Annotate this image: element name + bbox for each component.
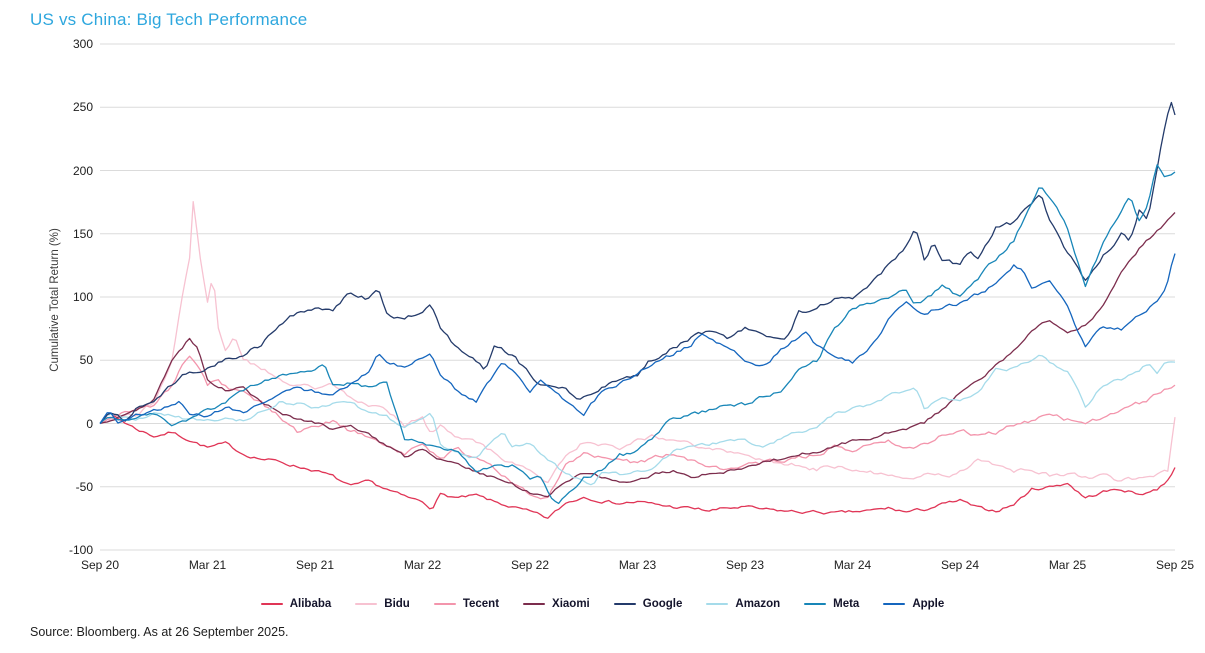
series-line-apple xyxy=(99,253,1176,424)
x-tick-label: Sep 20 xyxy=(80,558,120,572)
series-line-xiaomi xyxy=(99,212,1176,498)
legend-item-tecent: Tecent xyxy=(433,598,500,610)
series-line-meta xyxy=(99,164,1176,505)
y-tick-label: 200 xyxy=(72,163,93,178)
legend-label: Google xyxy=(642,598,683,610)
legend-swatch-amazon xyxy=(706,602,729,606)
legend-item-meta: Meta xyxy=(804,598,859,610)
y-tick-label: 150 xyxy=(72,226,93,241)
legend-item-bidu: Bidu xyxy=(355,598,410,610)
y-tick-label: -50 xyxy=(75,479,93,494)
x-tick-label: Sep 25 xyxy=(1155,558,1195,572)
source-note: Source: Bloomberg. As at 26 September 20… xyxy=(30,625,289,639)
legend-item-google: Google xyxy=(613,598,683,610)
chart-title: US vs China: Big Tech Performance xyxy=(30,10,308,29)
legend-label: Amazon xyxy=(735,598,781,610)
x-tick-label: Mar 21 xyxy=(188,558,227,572)
x-tick-label: Sep 22 xyxy=(510,558,550,572)
legend-label: Bidu xyxy=(384,598,410,610)
legend-item-amazon: Amazon xyxy=(706,598,780,610)
y-tick-label: 300 xyxy=(72,37,93,51)
series-line-google xyxy=(99,101,1176,424)
x-tick-label: Mar 22 xyxy=(403,558,442,572)
legend-label: Tecent xyxy=(462,598,500,610)
legend-swatch-bidu xyxy=(355,602,378,606)
legend-swatch-alibaba xyxy=(260,602,283,606)
series-line-alibaba xyxy=(99,413,1176,519)
legend-item-apple: Apple xyxy=(883,598,944,610)
chart-legend: Alibaba Bidu Tecent Xiaomi Google Amazon Meta A… xyxy=(0,598,1205,610)
legend-swatch-tecent xyxy=(433,602,456,606)
legend-swatch-google xyxy=(613,602,636,606)
legend-label: Alibaba xyxy=(289,598,332,610)
legend-swatch-xiaomi xyxy=(523,602,546,606)
legend-item-alibaba: Alibaba xyxy=(260,598,332,610)
legend-item-xiaomi: Xiaomi xyxy=(523,598,590,610)
y-tick-label: 100 xyxy=(72,290,93,304)
legend-label: Xiaomi xyxy=(552,598,590,610)
x-tick-label: Mar 25 xyxy=(1048,558,1087,572)
y-tick-label: 50 xyxy=(79,353,93,368)
series-line-tecent xyxy=(99,355,1176,500)
series-line-amazon xyxy=(99,354,1176,486)
y-tick-label: 0 xyxy=(86,416,93,431)
legend-label: Apple xyxy=(912,598,945,610)
legend-swatch-apple xyxy=(883,602,906,606)
x-tick-label: Mar 23 xyxy=(618,558,657,572)
x-tick-label: Sep 24 xyxy=(940,558,980,572)
legend-swatch-meta xyxy=(804,602,827,606)
y-tick-label: 250 xyxy=(72,100,93,115)
x-tick-label: Mar 24 xyxy=(833,558,872,572)
x-tick-label: Sep 23 xyxy=(725,558,765,572)
x-tick-label: Sep 21 xyxy=(295,558,335,572)
series-line-bidu xyxy=(99,201,1176,484)
legend-label: Meta xyxy=(833,598,860,610)
y-tick-label: -100 xyxy=(68,543,93,557)
